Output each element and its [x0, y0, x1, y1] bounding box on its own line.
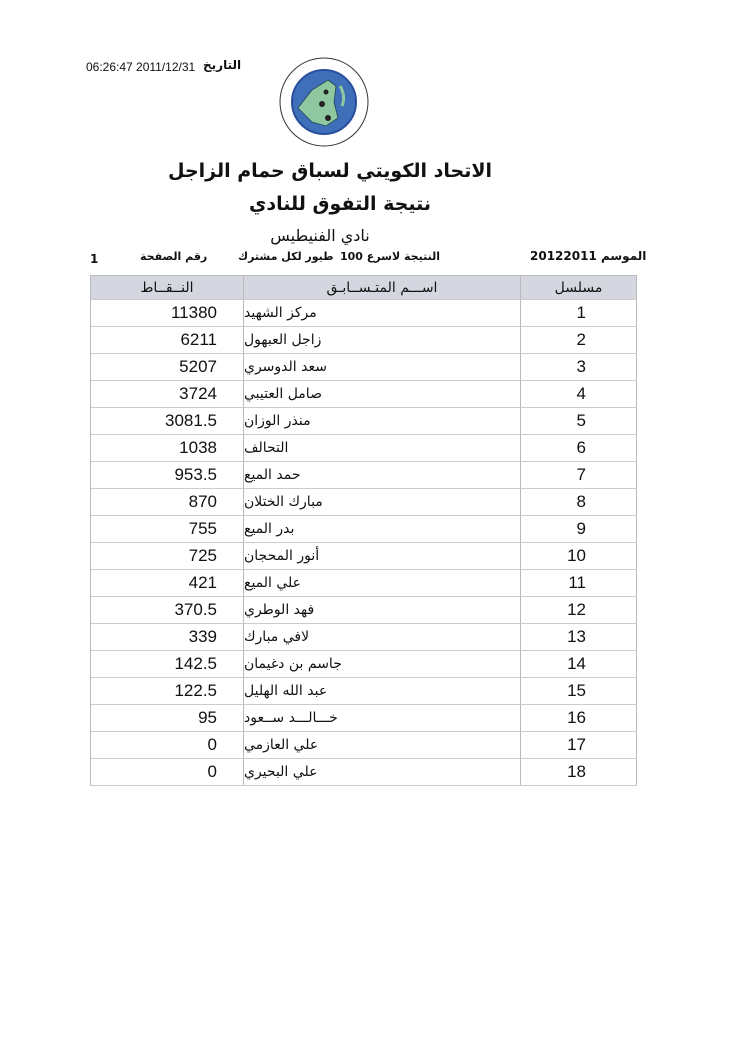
points-cell: 421 [91, 570, 244, 596]
name-cell: بدر الميع [244, 516, 521, 542]
date-label: التاريخ [203, 58, 242, 72]
table-row: 122.5 عبد الله الهليل 15 [91, 678, 637, 705]
serial-cell: 1 [521, 300, 637, 326]
table-row: 142.5 جاسم بن دغيمان 14 [91, 651, 637, 678]
serial-cell: 5 [521, 408, 637, 434]
serial-cell: 3 [521, 354, 637, 380]
name-cell: صامل العتيبي [244, 381, 521, 407]
table-header: النــقــاط اســـم المتـســابـق مسلسل [91, 276, 637, 300]
name-cell: لافي مبارك [244, 624, 521, 650]
points-cell: 755 [91, 516, 244, 542]
name-cell: فهد الوطري [244, 597, 521, 623]
points-cell: 3724 [91, 381, 244, 407]
points-cell: 122.5 [91, 678, 244, 704]
points-cell: 339 [91, 624, 244, 650]
table-row: 755 بدر الميع 9 [91, 516, 637, 543]
table-row: 95 خـــالـــد ســعود 16 [91, 705, 637, 732]
title-federation: الاتحاد الكويتي لسباق حمام الزاجل [167, 160, 493, 182]
points-cell: 5207 [91, 354, 244, 380]
name-cell: سعد الدوسري [244, 354, 521, 380]
name-cell: حمد الميع [244, 462, 521, 488]
points-cell: 370.5 [91, 597, 244, 623]
points-cell: 870 [91, 489, 244, 515]
table-row: 0 علي العازمي 17 [91, 732, 637, 759]
serial-cell: 2 [521, 327, 637, 353]
results-table: النــقــاط اســـم المتـســابـق مسلسل 113… [90, 275, 637, 786]
serial-cell: 12 [521, 597, 637, 623]
points-cell: 6211 [91, 327, 244, 353]
name-cell: علي الميع [244, 570, 521, 596]
table-row: 1038 التحالف 6 [91, 435, 637, 462]
name-cell: مبارك الختلان [244, 489, 521, 515]
table-row: 3724 صامل العتيبي 4 [91, 381, 637, 408]
serial-cell: 9 [521, 516, 637, 542]
name-cell: علي العازمي [244, 732, 521, 758]
name-cell: التحالف [244, 435, 521, 461]
table-row: 421 علي الميع 11 [91, 570, 637, 597]
table-row: 870 مبارك الختلان 8 [91, 489, 637, 516]
points-cell: 3081.5 [91, 408, 244, 434]
serial-cell: 14 [521, 651, 637, 677]
name-cell: مركز الشهيد [244, 300, 521, 326]
table-row: 339 لافي مبارك 13 [91, 624, 637, 651]
table-row: 6211 زاجل العبهول 2 [91, 327, 637, 354]
federation-logo [279, 57, 369, 147]
page-number: 1 [90, 252, 99, 266]
name-cell: أنور المحجان [244, 543, 521, 569]
name-cell: زاجل العبهول [244, 327, 521, 353]
serial-cell: 8 [521, 489, 637, 515]
title-report: نتيجة التفوق للنادي [248, 193, 431, 215]
serial-cell: 15 [521, 678, 637, 704]
serial-cell: 17 [521, 732, 637, 758]
points-cell: 95 [91, 705, 244, 731]
name-cell: خـــالـــد ســعود [244, 705, 521, 731]
table-row: 3081.5 منذر الوزان 5 [91, 408, 637, 435]
serial-cell: 6 [521, 435, 637, 461]
header-name: اســـم المتـســابـق [244, 276, 521, 299]
points-cell: 0 [91, 732, 244, 758]
table-row: 370.5 فهد الوطري 12 [91, 597, 637, 624]
name-cell: منذر الوزان [244, 408, 521, 434]
serial-cell: 13 [521, 624, 637, 650]
points-cell: 953.5 [91, 462, 244, 488]
name-cell: جاسم بن دغيمان [244, 651, 521, 677]
points-cell: 142.5 [91, 651, 244, 677]
date-value: 06:26:47 2011/12/31 [86, 60, 196, 74]
serial-cell: 18 [521, 759, 637, 785]
header-serial: مسلسل [521, 276, 637, 299]
serial-cell: 11 [521, 570, 637, 596]
name-cell: عبد الله الهليل [244, 678, 521, 704]
table-row: 0 علي البحيري 18 [91, 759, 637, 786]
table-row: 11380 مركز الشهيد 1 [91, 300, 637, 327]
serial-cell: 4 [521, 381, 637, 407]
birds-label: طيور لكل مشترك [238, 250, 334, 263]
header-points: النــقــاط [91, 276, 244, 299]
club-name: نادي الفنيطيس [270, 226, 370, 245]
serial-cell: 10 [521, 543, 637, 569]
serial-cell: 7 [521, 462, 637, 488]
table-row: 725 أنور المحجان 10 [91, 543, 637, 570]
serial-cell: 16 [521, 705, 637, 731]
points-cell: 725 [91, 543, 244, 569]
points-cell: 11380 [91, 300, 244, 326]
result-label: النتيجة لاسرع 100 [340, 250, 440, 263]
points-cell: 0 [91, 759, 244, 785]
page-label: رقم الصفحة [140, 250, 208, 263]
table-row: 5207 سعد الدوسري 3 [91, 354, 637, 381]
table-row: 953.5 حمد الميع 7 [91, 462, 637, 489]
points-cell: 1038 [91, 435, 244, 461]
name-cell: علي البحيري [244, 759, 521, 785]
season: الموسم 20122011 [530, 249, 647, 263]
